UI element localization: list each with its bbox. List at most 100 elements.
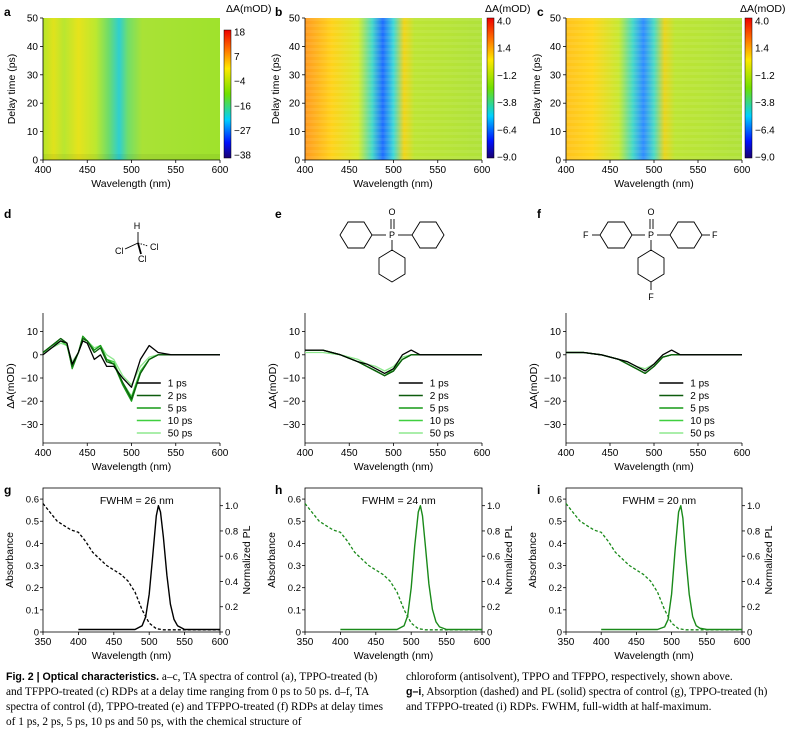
absorbance-line [565,503,742,631]
x-tick-label: 450 [628,637,645,648]
y-tick-label: 0.5 [26,517,39,528]
x-tick-label: 450 [602,165,619,176]
atom-label: F [583,230,589,240]
y2-axis-label: Normalized PL [503,525,515,594]
y-tick-label: 10 [27,127,39,138]
panel-e: 10 0 −10 −20 −30 400 450 500 550 600 Wavelength (n… [267,313,491,473]
y-tick-label: 0.2 [26,583,39,594]
panel-i: 0 0.1 0.2 0.3 0.4 0.5 0.6 0 0.2 0.4 0.6 0.8 1.0 350 40… [527,487,775,662]
atom-label: Cl [115,246,124,256]
legend-label: 50 ps [168,429,192,440]
axis-x-a: 400 450 500 550 600 [35,159,229,176]
x-tick-label: 450 [367,637,384,648]
y-tick-label: 0 [34,628,39,639]
y-tick-label: 50 [289,14,301,25]
tppo-structure: O P [339,207,445,283]
legend-label: 1 ps [168,379,187,390]
x-tick-label: 550 [690,165,707,176]
panel-letter: h [275,483,282,497]
colorbar-label: ΔA(mOD) [740,3,786,15]
y-tick-label: 0.4 [26,539,39,550]
y-tick-label: 50 [550,14,562,25]
x-tick-label: 400 [297,165,314,176]
atom-label: P [648,230,654,240]
atom-label: O [647,207,654,217]
colorbar-tick-label: −38 [234,151,251,162]
panel-a: a 400 450 500 550 600 0 10 20 30 40 50 Wavelength… [4,3,272,190]
y-tick-label: 0.1 [288,605,301,616]
y2-tick-label: 1.0 [747,501,760,512]
panel-letter: a [4,5,11,19]
y-tick-label: 10 [289,127,301,138]
series-line [566,351,742,375]
x-tick-label: 500 [646,448,663,459]
x-tick-label: 500 [123,448,140,459]
colorbar-label: ΔA(mOD) [485,3,531,15]
y-tick-label: −20 [21,397,38,408]
y-tick-label: 0 [555,156,561,167]
legend-label: 5 ps [430,404,449,415]
fwhm-annotation: FWHM = 26 nm [100,495,174,507]
legend-label: 1 ps [690,379,709,390]
x-tick-label: 600 [734,165,751,176]
y-tick-label: 0.5 [288,517,301,528]
series-line [42,340,220,388]
y2-tick-label: 0.8 [225,526,238,537]
y-tick-label: 20 [289,99,301,110]
x-tick-label: 450 [341,448,358,459]
y-tick-label: 0 [32,156,38,167]
y-tick-label: 0.6 [288,495,301,506]
y-axis-label: Absorbance [527,532,539,588]
colorbar-tick-label: 1.4 [755,44,769,55]
x-tick-label: 500 [141,637,158,648]
caption-text: a–c, TA spectra of control (a), TPPO-tre… [6,671,383,728]
heatmap-a [43,18,220,160]
y2-tick-label: 0 [487,628,492,639]
y2-tick-label: 0.8 [747,526,760,537]
y2-tick-label: 0.2 [487,602,500,613]
colorbar-tick-label: −3.8 [497,98,517,109]
y-axis-label: Delay time (ps) [531,54,543,125]
y-tick-label: 0.4 [288,539,301,550]
chloroform-structure: H Cl Cl Cl [115,221,159,264]
x-tick-label: 600 [212,637,229,648]
colorbar-label: ΔA(mOD) [226,3,272,15]
y-tick-label: −10 [21,374,38,385]
atom-label: O [388,207,395,217]
panel-letter: d [4,207,11,221]
atom-label: Cl [138,254,147,264]
x-tick-label: 550 [690,448,707,459]
y2-tick-label: 0.4 [747,577,760,588]
y-axis-label: Absorbance [266,532,278,588]
x-tick-label: 400 [593,637,610,648]
colorbar-b [486,17,495,159]
series-line [42,335,220,402]
legend-label: 5 ps [168,404,187,415]
legend-label: 2 ps [690,391,709,402]
y-tick-label: 10 [27,327,39,338]
colorbar-c [744,17,753,159]
x-tick-label: 400 [558,165,575,176]
y-tick-label: 0 [32,350,38,361]
legend-label: 50 ps [430,429,454,440]
x-tick-label: 450 [79,165,96,176]
y-tick-label: 0.2 [288,583,301,594]
y-tick-label: 0 [557,628,562,639]
x-axis-label: Wavelength (nm) [91,178,171,190]
y-tick-label: 10 [289,327,301,338]
y-tick-label: −10 [544,374,561,385]
y-tick-label: 20 [550,99,562,110]
y2-tick-label: 0.4 [225,577,238,588]
pl-line [601,505,742,631]
atom-label: H [134,221,141,231]
colorbar-ticks-c: 4.0 1.4 −1.2 −3.8 −6.4 −9.0 [755,17,775,164]
x-tick-label: 550 [429,448,446,459]
y2-axis-label: Normalized PL [241,525,253,594]
plot-frame [304,487,483,633]
y-tick-label: 0.6 [26,495,39,506]
y-axis-label: Delay time (ps) [270,54,282,125]
y-axis-label: ΔA(mOD) [528,363,540,409]
colorbar-tick-label: 4.0 [755,17,769,28]
axis-y-a: 0 10 20 30 40 50 [27,14,44,167]
